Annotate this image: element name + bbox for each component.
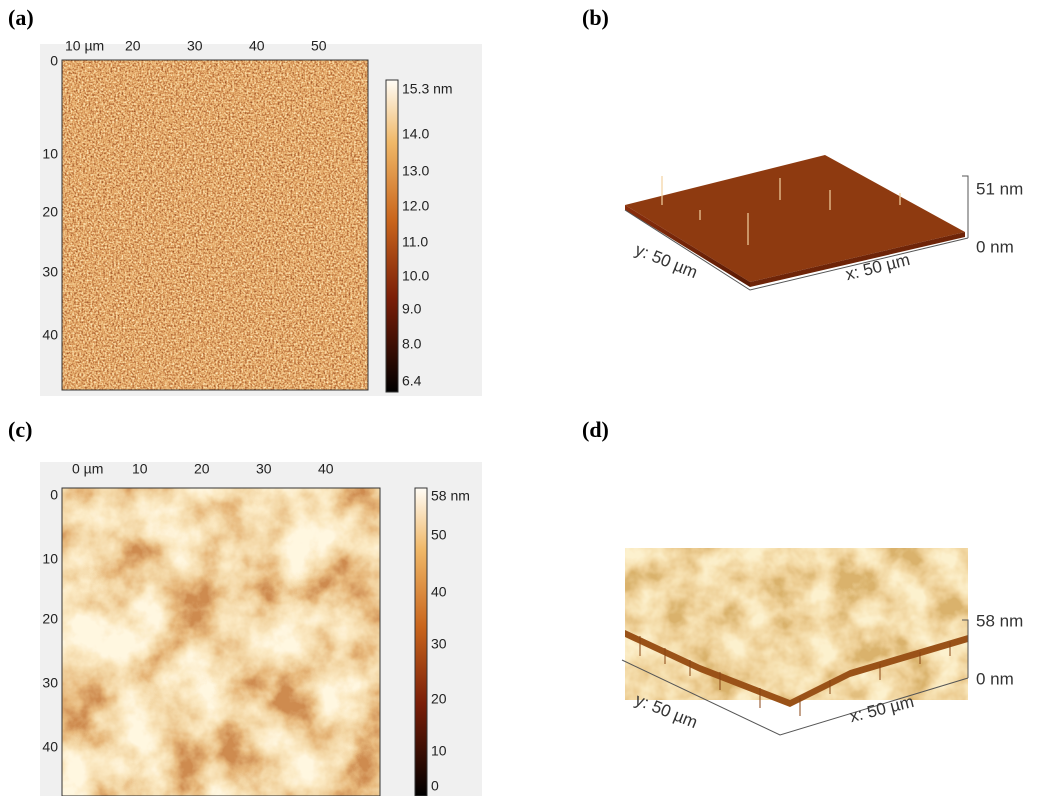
y-tick-label: 30 bbox=[42, 264, 58, 280]
colorbar-tick-label: 13.0 bbox=[402, 163, 429, 179]
colorbar-tick-label: 40 bbox=[431, 584, 447, 600]
colorbar-tick-label: 50 bbox=[431, 527, 447, 543]
afm-image bbox=[62, 60, 368, 390]
x-tick-label: 50 bbox=[311, 38, 327, 54]
x-tick-label: 10 bbox=[132, 461, 148, 477]
x-tick-label: 10 µm bbox=[65, 38, 104, 54]
x-tick-label: 40 bbox=[318, 461, 334, 477]
z-tick-label: 0 nm bbox=[976, 669, 1014, 688]
colorbar-tick-label: 0 bbox=[431, 778, 439, 794]
y-tick-label: 10 bbox=[42, 146, 58, 162]
colorbar bbox=[415, 488, 427, 796]
y-axis-label: y: 50 µm bbox=[632, 690, 700, 732]
z-tick-label: 51 nm bbox=[976, 179, 1023, 198]
colorbar-tick-label: 10.0 bbox=[402, 268, 429, 284]
panel-label: (b) bbox=[582, 5, 609, 30]
colorbar-tick-label: 20 bbox=[431, 691, 447, 707]
colorbar-tick-label: 14.0 bbox=[402, 126, 429, 142]
y-tick-label: 20 bbox=[42, 204, 58, 220]
figure: (a) 10 µm 20 30 40 50 0 10 20 30 40 15.3 nm 14.0 13.0… bbox=[0, 0, 1048, 796]
x-axis-label: x: 50 µm bbox=[848, 692, 916, 726]
x-tick-label: 30 bbox=[256, 461, 272, 477]
y-tick-label: 10 bbox=[42, 551, 58, 567]
z-tick-label: 0 nm bbox=[976, 237, 1014, 256]
colorbar-tick-label: 15.3 nm bbox=[402, 81, 453, 97]
surface-top bbox=[625, 548, 968, 700]
y-tick-label: 20 bbox=[42, 611, 58, 627]
panel-label: (c) bbox=[8, 417, 32, 442]
x-tick-label: 0 µm bbox=[72, 461, 103, 477]
y-tick-label: 30 bbox=[42, 675, 58, 691]
colorbar-tick-label: 6.4 bbox=[402, 373, 422, 389]
y-tick-label: 40 bbox=[42, 739, 58, 755]
z-tick-label: 58 nm bbox=[976, 611, 1023, 630]
colorbar-tick-label: 30 bbox=[431, 636, 447, 652]
colorbar-tick-label: 11.0 bbox=[402, 234, 428, 250]
x-tick-label: 30 bbox=[187, 38, 203, 54]
colorbar-tick-label: 10 bbox=[431, 743, 447, 759]
x-tick-label: 20 bbox=[125, 38, 141, 54]
x-tick-label: 40 bbox=[249, 38, 265, 54]
colorbar-tick-label: 12.0 bbox=[402, 198, 429, 214]
colorbar-tick-label: 8.0 bbox=[402, 336, 422, 352]
panel-label: (a) bbox=[8, 5, 34, 30]
y-tick-label: 40 bbox=[42, 327, 58, 343]
afm-image bbox=[62, 488, 380, 796]
colorbar bbox=[386, 80, 398, 392]
y-tick-label: 0 bbox=[50, 487, 58, 503]
x-tick-label: 20 bbox=[194, 461, 210, 477]
panel-label: (d) bbox=[582, 417, 609, 442]
colorbar-tick-label: 9.0 bbox=[402, 301, 422, 317]
y-tick-label: 0 bbox=[50, 53, 58, 69]
page: {"panels": [ {"label": "(a)", "x_ticks":… bbox=[0, 0, 1048, 796]
colorbar-tick-label: 58 nm bbox=[431, 488, 470, 504]
